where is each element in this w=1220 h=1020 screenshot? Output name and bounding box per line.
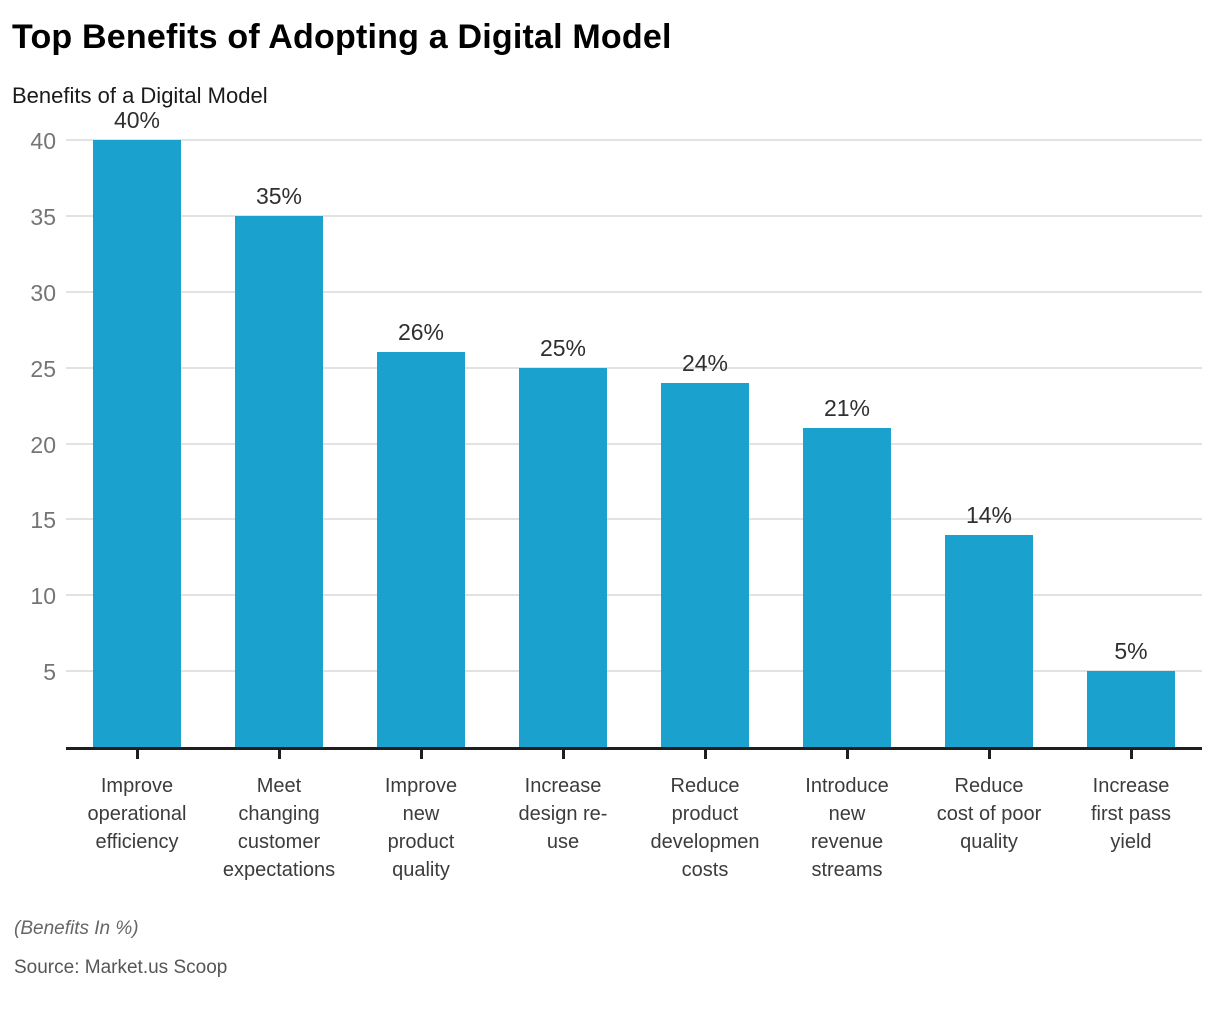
bar [376,352,465,747]
bar [1086,671,1175,747]
bar [660,382,749,747]
bar [944,534,1033,747]
bar-group: 24% [634,125,776,747]
bar-value-label: 5% [1114,638,1148,665]
category-label: Meet changing customer expectations [222,775,336,881]
axis-tick [135,750,139,759]
gridline [66,442,1202,445]
y-axis-tick-label: 5 [43,659,56,686]
axis-tick [1129,750,1133,759]
category-label: Increase first pass yield [1090,775,1172,853]
y-axis-tick-label: 20 [30,431,56,458]
bar-value-label: 25% [539,334,587,361]
source-attribution: Source: Market.us Scoop [14,957,228,978]
bar-value-label: 40% [113,107,161,133]
x-axis-cell: Meet changing customer expectations [208,750,350,884]
bars-container: 40% 35% 26% 25% 24% 21% 14% 5% [66,107,1202,747]
category-label: Reduce product developmen costs [650,775,760,881]
y-axis: 5 10 15 20 25 30 35 40 [12,125,56,750]
bar [518,367,607,747]
bar-value-label: 24% [681,349,729,376]
x-axis-cell: Improve operational efficiency [66,750,208,884]
gridline [66,214,1202,217]
x-axis-cell: Increase design re- use [492,750,634,884]
x-axis-cell: Introduce new revenue streams [776,750,918,884]
y-axis-tick-label: 15 [30,507,56,534]
axis-tick [703,750,707,759]
x-axis-labels: Improve operational efficiency Meet chang… [66,750,1202,884]
category-label: Reduce cost of poor quality [936,775,1042,853]
x-axis-cell: Reduce cost of poor quality [918,750,1060,884]
gridline [66,290,1202,293]
x-axis-cell: Reduce product developmen costs [634,750,776,884]
x-axis-cell: Increase first pass yield [1060,750,1202,884]
chart-footnote: (Benefits In %) [14,918,139,939]
bar [234,215,323,747]
bar-chart: 5 10 15 20 25 30 35 40 40% 35% 26% 25% 24% 21% 14% 5% [12,107,1202,750]
axis-tick [277,750,281,759]
axis-tick [987,750,991,759]
y-axis-tick-label: 40 [30,128,56,154]
category-label: Introduce new revenue streams [805,775,889,881]
axis-tick [561,750,565,759]
bar [92,140,181,747]
bar-group: 25% [492,125,634,747]
gridline [66,670,1202,673]
axis-tick [845,750,849,759]
bar-value-label: 21% [823,395,871,422]
chart-subtitle: Benefits of a Digital Model [12,83,268,108]
bar-value-label: 14% [965,501,1013,528]
gridline [66,366,1202,369]
bar-group: 35% [208,125,350,747]
bar-group: 5% [1060,125,1202,747]
bar-value-label: 35% [255,182,303,209]
y-axis-tick-label: 30 [30,279,56,306]
page-title: Top Benefits of Adopting a Digital Model [12,18,672,56]
chart-page: Top Benefits of Adopting a Digital Model… [12,18,1202,978]
gridline [66,139,1202,141]
bar-group: 40% [66,107,208,747]
bar-group: 26% [350,125,492,747]
bar-value-label: 26% [397,319,445,346]
y-axis-tick-label: 10 [30,583,56,610]
gridline [66,594,1202,597]
y-axis-tick-label: 35 [30,203,56,230]
category-label: Increase design re- use [518,775,608,853]
bar-group: 21% [776,125,918,747]
y-axis-tick-label: 25 [30,355,56,382]
gridline [66,518,1202,521]
bar [802,428,891,747]
bar-group: 14% [918,125,1060,747]
plot-area: 40% 35% 26% 25% 24% 21% 14% 5% [66,107,1202,750]
category-label: Improve operational efficiency [87,775,187,853]
axis-tick [419,750,423,759]
x-axis-cell: Improve new product quality [350,750,492,884]
category-label: Improve new product quality [384,775,458,881]
